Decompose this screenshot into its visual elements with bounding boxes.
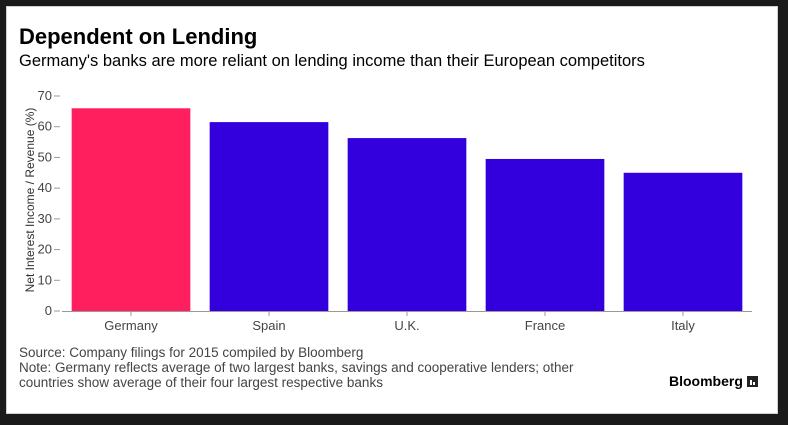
y-tick-label: 10	[38, 272, 52, 287]
bar	[485, 158, 605, 311]
y-tick-label: 50	[38, 149, 52, 164]
x-tick-label: Italy	[671, 318, 695, 333]
y-tick-label: 60	[38, 119, 52, 134]
y-axis: 0 10 20 30 40 50 60 70	[38, 88, 60, 318]
bar	[347, 138, 467, 311]
bar	[209, 122, 329, 311]
bloomberg-brand: Bloomberg	[669, 373, 758, 389]
source-note: Source: Company filings for 2015 compile…	[19, 345, 364, 360]
y-tick-label: 40	[38, 180, 52, 195]
x-tick-label: Spain	[252, 318, 285, 333]
x-tick-label: France	[525, 318, 565, 333]
bloomberg-logo-icon	[746, 376, 758, 387]
y-tick-label: 0	[45, 303, 52, 318]
bar	[71, 108, 191, 312]
y-tick-label: 70	[38, 88, 52, 103]
footnote-line-1: Note: Germany reflects average of two la…	[19, 360, 574, 375]
x-tick-label: U.K.	[394, 318, 419, 333]
chart-footer: Source: Company filings for 2015 compile…	[19, 345, 669, 390]
chart-subtitle: Germany's banks are more reliant on lend…	[19, 52, 645, 70]
footnote-line-2: countries show average of their four lar…	[19, 375, 383, 390]
chart-title: Dependent on Lending	[19, 24, 258, 49]
y-tick-label: 20	[38, 242, 52, 257]
brand-name: Bloomberg	[669, 373, 743, 389]
y-tick-label: 30	[38, 211, 52, 226]
bars	[71, 108, 743, 312]
bar	[623, 172, 743, 311]
y-axis-label: Net Interest Income / Revenue (%)	[23, 108, 37, 293]
x-axis: Germany Spain U.K. France Italy	[62, 311, 752, 333]
x-tick-label: Germany	[104, 318, 158, 333]
